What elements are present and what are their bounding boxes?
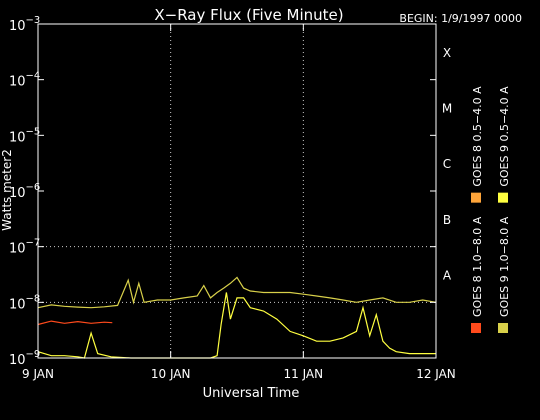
- series-layer: [37, 276, 437, 359]
- series-line: [37, 320, 113, 326]
- y-axis: 10−310−410−510−610−710−810−9: [9, 15, 436, 368]
- flare-class-label: C: [443, 157, 451, 171]
- x-tick-label: 10 JAN: [151, 367, 191, 381]
- y-tick-label: 10−9: [9, 349, 40, 368]
- begin-label: BEGIN: 1/9/1997 0000: [399, 12, 522, 25]
- legend-swatch: [471, 323, 481, 333]
- legend-swatch: [498, 323, 508, 333]
- x-tick-label: 9 JAN: [22, 367, 54, 381]
- flare-class-label: M: [442, 102, 452, 116]
- chart-title: X−Ray Flux (Five Minute): [154, 6, 343, 24]
- plot-frame: [37, 23, 437, 359]
- y-tick-label: 10−5: [9, 126, 40, 145]
- legend-label: GOES 9 0.5−4.0 A: [498, 86, 511, 187]
- series-line: [37, 292, 436, 359]
- x-axis-label: Universal Time: [203, 386, 300, 401]
- flare-class-label: X: [443, 46, 451, 60]
- x-axis: 9 JAN 10 JAN 11 JAN 12 JAN: [22, 24, 456, 381]
- x-tick-label: 11 JAN: [284, 367, 324, 381]
- legend-label: GOES 8 0.5−4.0 A: [471, 86, 484, 187]
- legend-swatch: [498, 192, 508, 203]
- y-tick-label: 10−7: [9, 238, 40, 257]
- flare-class-label: B: [443, 213, 451, 227]
- x-tick-label: 12 JAN: [416, 367, 456, 381]
- legend-swatch: [471, 192, 481, 203]
- legend: GOES 8 1.0−8.0 A GOES 8 0.5−4.0 A GOES 9 1…: [471, 86, 511, 333]
- flare-class-label: A: [443, 269, 452, 283]
- series-line: [37, 276, 437, 309]
- grid: [38, 24, 436, 358]
- y-tick-label: 10−3: [9, 15, 40, 34]
- y-tick-label: 10−8: [9, 293, 40, 312]
- legend-label: GOES 9 1.0−8.0 A: [498, 216, 511, 317]
- flare-class-axis: X M C B A: [442, 46, 452, 283]
- legend-label: GOES 8 1.0−8.0 A: [471, 216, 484, 317]
- y-tick-label: 10−4: [9, 71, 40, 90]
- y-axis-label: Watts meter2: [0, 149, 14, 231]
